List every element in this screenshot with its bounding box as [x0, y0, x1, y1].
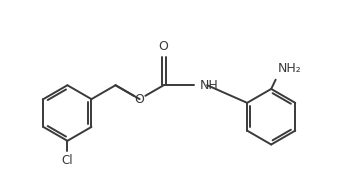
Text: Cl: Cl — [62, 154, 73, 167]
Text: NH₂: NH₂ — [278, 62, 302, 75]
Text: NH: NH — [200, 79, 219, 92]
Text: O: O — [159, 40, 169, 53]
Text: O: O — [135, 93, 145, 106]
